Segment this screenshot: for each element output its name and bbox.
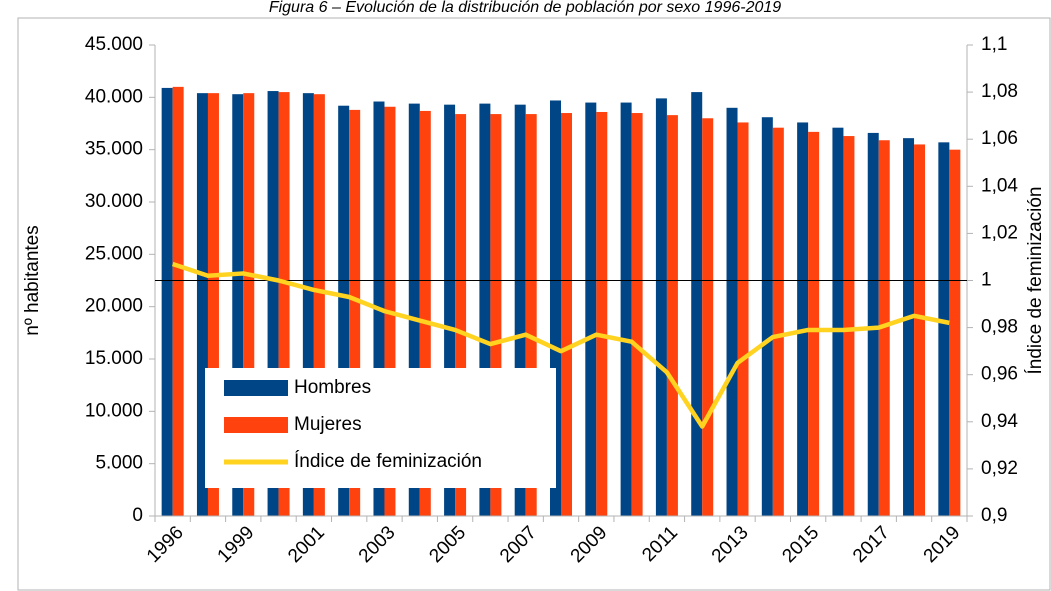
legend-label: Índice de feminización [294, 451, 482, 472]
bar [797, 122, 809, 516]
bar [419, 110, 431, 516]
y2-tick-label: 0,9 [981, 505, 1007, 526]
bar [903, 138, 915, 517]
x-tick-label: 2009 [567, 522, 612, 567]
y-tick-label: 25.000 [85, 243, 143, 264]
bar [596, 111, 608, 516]
bar [867, 132, 879, 517]
y2-axis-title: Índice de feminización [1025, 187, 1046, 375]
x-tick-label: 1996 [143, 522, 188, 567]
x-tick-label: 1999 [214, 522, 259, 567]
bar [585, 102, 597, 517]
x-tick-label: 2001 [284, 522, 329, 567]
y2-tick-label: 0,96 [981, 364, 1018, 385]
y-tick-label: 35.000 [85, 139, 143, 160]
bar [455, 114, 467, 516]
bar [843, 136, 855, 516]
bar [949, 149, 961, 516]
bar [207, 93, 219, 516]
y2-tick-label: 1,02 [981, 222, 1018, 243]
x-tick-label: 2011 [638, 522, 682, 566]
y2-tick-label: 1 [981, 270, 992, 291]
y2-tick-label: 0,94 [981, 411, 1018, 432]
x-tick-label: 2019 [920, 522, 965, 567]
legend-swatch [224, 380, 288, 396]
y-tick-label: 0 [132, 505, 143, 526]
bar [772, 127, 784, 516]
y2-tick-label: 1,04 [981, 175, 1018, 196]
bar [655, 98, 667, 516]
bar [267, 91, 279, 516]
bar [479, 103, 491, 516]
bar [243, 93, 255, 516]
bar [302, 93, 314, 516]
x-tick-label: 2003 [355, 522, 400, 567]
bar [338, 105, 350, 516]
bar [444, 104, 456, 516]
y2-tick-label: 0,92 [981, 458, 1018, 479]
bar [196, 93, 208, 516]
bar [278, 92, 290, 516]
bar [349, 109, 361, 516]
y-axis-title: nº habitantes [22, 225, 43, 335]
bar [737, 122, 749, 516]
y-tick-label: 40.000 [85, 86, 143, 107]
y2-tick-label: 1,1 [981, 34, 1007, 55]
y2-tick-label: 0,98 [981, 317, 1018, 338]
chart-frame [17, 17, 1051, 591]
x-tick-label: 2017 [849, 522, 894, 567]
legend-label: Hombres [294, 377, 371, 398]
y-tick-label: 20.000 [85, 296, 143, 317]
bar [761, 117, 773, 516]
bar [313, 94, 325, 517]
x-tick-label: 2005 [425, 522, 470, 567]
legend-label: Mujeres [294, 414, 362, 435]
bar [525, 114, 537, 516]
y2-tick-label: 1,08 [981, 81, 1018, 102]
line [171, 261, 950, 429]
bar [561, 113, 572, 517]
bar [832, 127, 844, 516]
bar [702, 118, 714, 517]
legend-swatch [224, 417, 288, 433]
bar [914, 144, 926, 516]
y-tick-label: 10.000 [85, 400, 143, 421]
y-tick-label: 5.000 [95, 453, 143, 474]
y-tick-label: 15.000 [85, 348, 143, 369]
bar [938, 142, 950, 516]
bar [408, 103, 420, 516]
bar [808, 131, 820, 516]
bar [550, 100, 561, 517]
y-tick-label: 30.000 [85, 191, 143, 212]
bar [514, 104, 526, 516]
x-tick-label: 2007 [496, 522, 541, 567]
bar [232, 94, 244, 517]
bar [631, 113, 643, 517]
bar [691, 92, 703, 516]
bar [666, 115, 678, 517]
bar [726, 107, 738, 517]
x-tick-label: 2013 [708, 522, 753, 567]
chart-title: Figura 6 – Evolución de la distribución … [269, 0, 781, 16]
y2-tick-label: 1,06 [981, 128, 1018, 149]
bar [620, 102, 632, 517]
y-tick-label: 45.000 [85, 34, 143, 55]
bar [161, 87, 173, 516]
bar [490, 114, 502, 516]
x-tick-label: 2015 [778, 522, 823, 567]
bar [172, 86, 184, 516]
